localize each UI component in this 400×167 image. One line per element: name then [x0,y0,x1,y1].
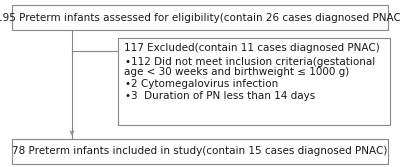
Text: 2 Cytomegalovirus infection: 2 Cytomegalovirus infection [131,79,278,89]
FancyBboxPatch shape [12,5,388,30]
Text: 112 Did not meet inclusion criteria(gestational: 112 Did not meet inclusion criteria(gest… [131,57,376,67]
FancyBboxPatch shape [118,38,390,125]
Text: 78 Preterm infants included in study(contain 15 cases diagnosed PNAC): 78 Preterm infants included in study(con… [12,146,388,156]
Text: •: • [124,91,130,101]
Text: 117 Excluded(contain 11 cases diagnosed PNAC): 117 Excluded(contain 11 cases diagnosed … [124,43,380,53]
Text: •: • [124,79,130,89]
Text: 3  Duration of PN less than 14 days: 3 Duration of PN less than 14 days [131,91,316,101]
Text: 195 Preterm infants assessed for eligibility(contain 26 cases diagnosed PNAC): 195 Preterm infants assessed for eligibi… [0,13,400,23]
Text: age < 30 weeks and birthweight ≤ 1000 g): age < 30 weeks and birthweight ≤ 1000 g) [124,67,349,77]
FancyBboxPatch shape [12,139,388,164]
Text: •: • [124,57,130,67]
